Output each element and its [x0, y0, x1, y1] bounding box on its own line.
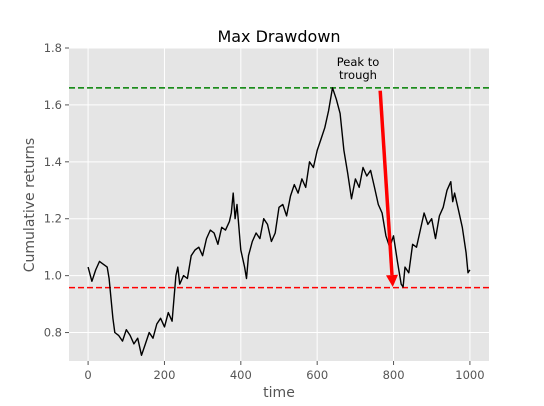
grid — [69, 47, 489, 361]
cumulative-returns-line — [87, 87, 471, 356]
x-axis-label: time — [263, 385, 295, 401]
annotation-line-1: Peak to — [337, 55, 380, 69]
y-tick-label: 1.8 — [44, 41, 62, 55]
x-tick-label: 200 — [153, 368, 175, 382]
y-axis-label: Cumulative returns — [22, 138, 38, 272]
arrow-head — [386, 274, 398, 287]
y-tick-label: 0.8 — [44, 326, 62, 340]
x-tick-label: 800 — [383, 368, 405, 382]
y-tick-label: 1.0 — [44, 269, 62, 283]
y-tick-label: 1.2 — [44, 212, 62, 226]
chart-title: Max Drawdown — [217, 27, 340, 46]
y-axis-ticks: 0.8 1.0 1.2 1.4 1.6 1.8 — [44, 41, 69, 340]
x-tick-label: 1000 — [455, 368, 484, 382]
arrow-shaft — [378, 90, 394, 276]
plot-background — [69, 48, 489, 361]
drawdown-arrow — [378, 90, 398, 287]
y-tick-label: 1.6 — [44, 98, 62, 112]
y-tick-label: 1.4 — [44, 155, 62, 169]
x-axis-ticks: 0 200 400 600 800 1000 — [84, 361, 485, 382]
x-tick-label: 600 — [306, 368, 328, 382]
annotation-line-2: trough — [339, 68, 377, 82]
x-tick-label: 0 — [84, 368, 91, 382]
reference-lines — [69, 87, 489, 289]
series-layer — [87, 87, 471, 356]
x-tick-label: 400 — [230, 368, 252, 382]
